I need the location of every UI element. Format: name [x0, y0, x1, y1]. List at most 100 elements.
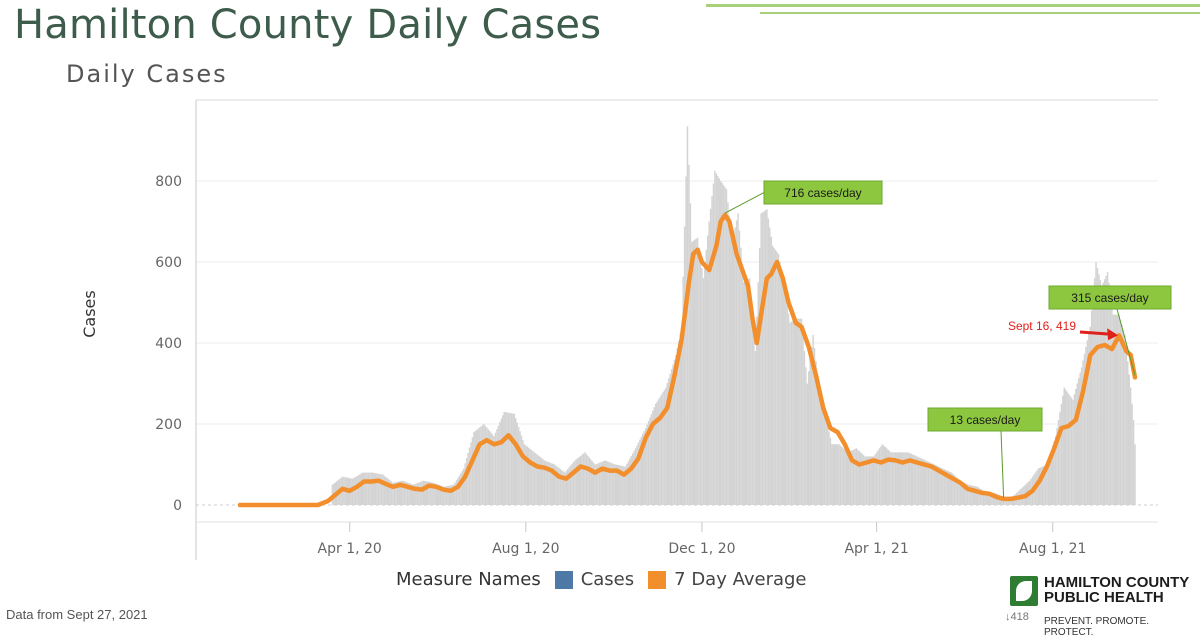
- cases-bar: [603, 461, 605, 505]
- cases-bar: [399, 481, 401, 505]
- cases-bar: [657, 399, 660, 505]
- cases-bar: [948, 471, 950, 505]
- cases-bar: [502, 415, 504, 505]
- cases-bar: [894, 452, 897, 505]
- cases-bar: [855, 448, 858, 505]
- cases-bar: [655, 403, 657, 505]
- cases-bar: [477, 428, 479, 505]
- cases-bar: [390, 481, 393, 505]
- cases-bar: [650, 414, 653, 505]
- cases-bar: [473, 432, 475, 505]
- cases-bar: [901, 452, 904, 505]
- cases-bar: [813, 348, 816, 505]
- cases-bar: [424, 480, 426, 505]
- cases-bar: [564, 472, 566, 505]
- cases-bar: [1086, 340, 1089, 505]
- cases-bar: [1011, 496, 1014, 505]
- cases-bars: [331, 126, 1136, 506]
- cases-bar: [722, 185, 725, 506]
- cases-bar: [411, 484, 413, 505]
- cases-bar: [926, 461, 928, 505]
- cases-bar: [802, 334, 804, 505]
- cases-bar: [701, 268, 703, 505]
- cases-bar: [844, 449, 846, 505]
- cases-bar: [594, 464, 596, 505]
- cases-bar: [1103, 279, 1106, 505]
- cases-bar: [438, 485, 440, 505]
- cases-bar: [545, 461, 547, 505]
- cases-bar: [962, 482, 964, 505]
- cases-bar: [1063, 387, 1065, 505]
- cases-bar: [679, 333, 682, 505]
- cases-bar: [709, 208, 712, 505]
- cases-bar: [487, 429, 490, 505]
- cases-bar: [503, 411, 505, 505]
- cases-bar: [718, 178, 720, 505]
- cases-bar: [877, 450, 879, 505]
- x-tick-label: Apr 1, 21: [844, 541, 908, 557]
- y-tick-label: 0: [173, 498, 182, 514]
- cases-bar: [1062, 395, 1064, 505]
- cases-bar: [686, 126, 689, 505]
- cases-bar: [715, 173, 718, 505]
- cases-bar: [644, 428, 647, 505]
- cases-bar: [386, 478, 388, 505]
- cases-bar: [728, 215, 731, 506]
- logo-mark-icon: [1010, 576, 1038, 606]
- annotation-box: [927, 407, 1043, 432]
- cases-bar: [988, 492, 990, 505]
- cases-bar: [428, 481, 430, 505]
- cases-bar: [483, 424, 485, 505]
- legend: Measure Names Cases 7 Day Average: [396, 569, 821, 590]
- cases-bar: [364, 472, 367, 505]
- cases-bar: [717, 175, 719, 505]
- cases-bar: [858, 451, 861, 505]
- cases-bar: [627, 461, 630, 505]
- cases-bar: [500, 418, 503, 505]
- cases-bar: [382, 474, 384, 505]
- cases-bar: [744, 281, 746, 505]
- cases-bar: [825, 418, 827, 505]
- cases-bar: [691, 241, 693, 505]
- cases-bar: [842, 448, 845, 505]
- cases-bar: [857, 449, 859, 505]
- cases-bar: [372, 472, 374, 505]
- cases-bar: [978, 487, 980, 505]
- cases-bar: [535, 453, 537, 505]
- cases-bar: [834, 444, 836, 505]
- cases-bar: [790, 321, 793, 505]
- cases-bar: [1085, 347, 1087, 505]
- cases-bar: [695, 238, 697, 505]
- cases-bar: [767, 218, 770, 505]
- cases-bar: [705, 249, 707, 505]
- cases-bar: [533, 452, 536, 505]
- cases-bar: [946, 470, 949, 505]
- cases-bar: [958, 479, 960, 505]
- cases-bar: [681, 326, 683, 505]
- cases-bar: [463, 468, 465, 505]
- cases-bar: [523, 444, 526, 505]
- cases-bar: [792, 320, 794, 505]
- cases-bar: [617, 465, 619, 505]
- cases-bar: [458, 475, 461, 505]
- cases-bar: [862, 455, 865, 505]
- cases-bar: [940, 467, 943, 505]
- cases-bar: [532, 451, 534, 505]
- cases-bar: [783, 286, 785, 505]
- cases-bar: [929, 462, 931, 505]
- cases-bar: [403, 481, 406, 505]
- cases-bar: [1073, 394, 1076, 505]
- cases-bar: [1099, 280, 1102, 505]
- cases-bar: [476, 429, 478, 505]
- cases-bar: [605, 461, 608, 505]
- cases-bar: [1119, 319, 1122, 505]
- cases-bar: [688, 164, 690, 506]
- annotation-label: 13 cases/day: [950, 413, 1021, 427]
- cases-bar: [836, 444, 839, 505]
- cases-bar: [549, 462, 552, 505]
- cases-bar: [920, 458, 923, 505]
- cases-bar: [383, 475, 386, 505]
- x-tick-label: Aug 1, 21: [1019, 541, 1086, 557]
- cases-bar: [366, 472, 368, 505]
- cases-bar: [568, 467, 570, 505]
